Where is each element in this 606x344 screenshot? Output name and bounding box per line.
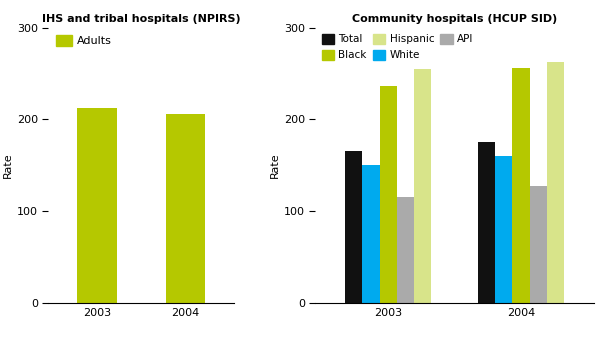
Bar <box>547 62 564 303</box>
Title: Community hospitals (HCUP SID): Community hospitals (HCUP SID) <box>352 14 558 24</box>
Bar <box>362 165 380 303</box>
Bar <box>397 196 414 303</box>
Bar <box>530 186 547 303</box>
Legend: Total, Black, Hispanic, White, API: Total, Black, Hispanic, White, API <box>319 31 477 63</box>
Bar <box>414 69 431 303</box>
Title: IHS and tribal hospitals (NPIRS): IHS and tribal hospitals (NPIRS) <box>42 14 241 24</box>
Y-axis label: Rate: Rate <box>270 152 280 178</box>
Bar <box>345 151 362 303</box>
Bar <box>77 108 117 303</box>
Bar <box>165 115 205 303</box>
Bar <box>512 68 530 303</box>
Y-axis label: Rate: Rate <box>3 152 13 178</box>
Bar <box>380 86 397 303</box>
Bar <box>495 157 512 303</box>
Bar <box>478 141 495 303</box>
Legend: Adults: Adults <box>52 31 117 51</box>
